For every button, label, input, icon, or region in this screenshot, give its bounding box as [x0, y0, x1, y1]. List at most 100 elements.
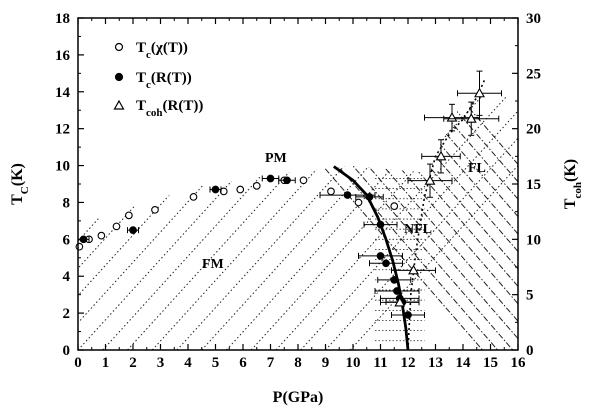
- data-point-tc-r-2: [211, 185, 220, 194]
- x-tick-label: 4: [184, 355, 192, 371]
- legend-label-tcoh-r: Tcoh(R(T)): [136, 98, 203, 119]
- x-tick-label: 10: [346, 355, 361, 371]
- data-point-tc-chi-8: [236, 185, 245, 194]
- y-axis-right-title: Tcoh(K): [562, 159, 584, 209]
- x-tick-label: 5: [212, 355, 220, 371]
- x-tick-label: 14: [456, 355, 472, 371]
- hatch-line-fl: [453, 107, 518, 183]
- hatch-line-fl: [423, 107, 518, 218]
- hatch-line-fl: [468, 107, 518, 166]
- x-tick-label: 11: [373, 355, 387, 371]
- data-point-tc-chi-11: [299, 176, 308, 185]
- data-point-tc-r-8: [376, 252, 385, 260]
- hatch-line-fm: [0, 97, 11, 350]
- y-right-tick-label: 0: [526, 343, 534, 359]
- data-point-tc-r-3: [266, 174, 275, 183]
- data-point-tc-chi-7: [219, 187, 228, 196]
- data-point-tc-r-14: [404, 311, 412, 319]
- axis-ticks: 0 1 2 3 4 5 6 7 8 9 10 11 12 13 14 15 160246810121416180…: [55, 11, 541, 371]
- data-point-tc-chi-13: [354, 198, 363, 207]
- y-left-tick-label: 4: [63, 269, 71, 285]
- ferromagnetic-boundary-curve: [332, 165, 410, 351]
- x-axis-title: P(GPa): [273, 389, 324, 406]
- legend-marker-filled-circle: [114, 72, 124, 82]
- hatched-regions: [0, 18, 518, 350]
- y-left-tick-label: 10: [55, 159, 70, 175]
- x-tick-label: 1: [102, 355, 110, 371]
- region-label-pm: PM: [265, 151, 287, 166]
- data-point-tc-r-1: [129, 226, 137, 234]
- hatch-line-fm: [275, 96, 507, 350]
- y-right-tick-label: 20: [526, 122, 541, 138]
- hatch-line-fl: [287, 107, 499, 350]
- x-tick-label: 0: [74, 355, 82, 371]
- hatch-line-fm: [349, 164, 518, 350]
- x-tick-label: 6: [239, 355, 247, 371]
- x-tick-label: 15: [483, 355, 498, 371]
- y-left-tick-label: 12: [55, 122, 70, 138]
- y-axis-left-title: TC(K): [9, 163, 31, 205]
- data-point-tc-chi-2: [97, 231, 106, 240]
- legend-label-tc-r: Tc(R(T)): [136, 70, 192, 91]
- y-left-tick-label: 14: [55, 85, 71, 101]
- y-right-tick-label: 25: [526, 66, 541, 82]
- hatch-line-fm: [300, 110, 518, 350]
- region-mask-pm: [78, 18, 518, 225]
- y-right-tick-label: 15: [526, 177, 541, 193]
- hatch-line-fl: [272, 107, 483, 350]
- data-point-tcoh-3: [435, 150, 447, 161]
- hatch-line-fm: [325, 137, 518, 350]
- x-tick-label: 2: [129, 355, 137, 371]
- data-point-tcoh-2: [424, 175, 436, 185]
- data-point-tcoh-1: [408, 264, 419, 275]
- hatch-line-fl: [302, 107, 514, 350]
- data-point-tc-r-11: [393, 287, 401, 295]
- x-tick-label: 12: [401, 355, 416, 371]
- x-tick-label: 8: [294, 355, 302, 371]
- hatch-line-fl: [438, 107, 518, 200]
- data-point-tcoh-0: [394, 296, 406, 307]
- legend-label-tc-chi: Tc(χ(T)): [136, 40, 188, 61]
- data-point-tc-r-10: [390, 276, 399, 284]
- data-point-tc-chi-12: [327, 187, 335, 196]
- y-left-tick-label: 8: [63, 195, 71, 211]
- x-tick-label: 16: [511, 355, 527, 371]
- legend: Tc(χ(T)) Tc(R(T)) Tcoh(R(T)): [113, 40, 203, 119]
- data-point-tc-chi-3: [112, 222, 121, 231]
- x-tick-label: 13: [428, 355, 443, 371]
- data-point-tcoh-6: [474, 87, 485, 98]
- y-right-tick-label: 30: [526, 11, 541, 27]
- legend-marker-open-circle: [114, 42, 124, 52]
- data-point-tc-r-5: [343, 191, 352, 199]
- hatch-line-fm: [78, 96, 86, 106]
- legend-marker-open-triangle: [113, 99, 125, 110]
- data-point-tc-chi-6: [189, 193, 198, 201]
- y-right-tick-label: 10: [526, 232, 541, 248]
- x-tick-label: 3: [157, 355, 165, 371]
- x-tick-label: 7: [267, 355, 275, 371]
- data-point-tcoh-5: [465, 113, 477, 123]
- region-label-fm: FM: [202, 257, 224, 272]
- hatch-line-fl: [317, 107, 518, 340]
- hatch-line-fl: [332, 107, 518, 322]
- data-point-tc-r-6: [365, 193, 374, 201]
- y-right-tick-label: 5: [526, 288, 534, 304]
- hatch-line-fm: [0, 97, 36, 350]
- region-label-nfl: NFL: [404, 222, 432, 237]
- y-left-tick-label: 18: [55, 11, 70, 27]
- y-left-tick-label: 16: [55, 48, 71, 64]
- y-left-tick-label: 6: [63, 232, 71, 248]
- region-label-fl: FL: [468, 161, 486, 176]
- hatch-line-fm: [250, 96, 482, 350]
- data-point-tc-chi-0: [75, 242, 84, 251]
- y-left-tick-label: 0: [63, 343, 71, 359]
- data-point-tc-chi-9: [252, 181, 261, 190]
- data-point-tc-r-7: [376, 220, 385, 229]
- hatch-line-fm: [0, 97, 61, 350]
- x-tick-label: 9: [322, 355, 330, 371]
- data-point-tc-r-4: [283, 176, 291, 185]
- data-point-tc-r-9: [382, 259, 390, 268]
- data-point-tc-chi-14: [390, 202, 399, 210]
- data-point-tc-chi-4: [125, 211, 133, 220]
